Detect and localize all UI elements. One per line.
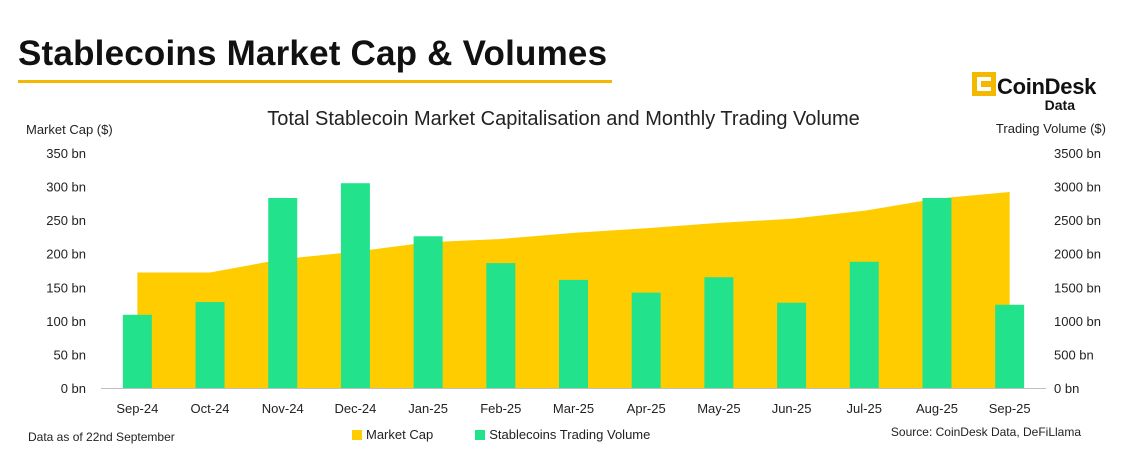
x-tick-label: Dec-24 — [334, 401, 376, 416]
x-tick-label: Jun-25 — [772, 401, 812, 416]
y-right-tick-label: 1500 bn — [1054, 280, 1101, 295]
x-tick-label: Sep-24 — [116, 401, 158, 416]
trading-volume-bar — [995, 304, 1025, 388]
x-tick-label: Feb-25 — [480, 401, 521, 416]
x-tick-label: Oct-24 — [191, 401, 230, 416]
trading-volume-bar — [559, 279, 588, 388]
trading-volume-bar — [340, 183, 370, 388]
y-axis-left-label: Market Cap ($) — [26, 122, 113, 137]
trading-volume-bar — [486, 263, 516, 388]
x-tick-label: Nov-24 — [262, 401, 304, 416]
y-right-tick-label: 2000 bn — [1054, 247, 1101, 262]
source-note: Source: CoinDesk Data, DeFiLlama — [890, 425, 1081, 439]
trading-volume-bar — [268, 197, 298, 388]
legend-swatch-trading-volume — [475, 429, 486, 440]
y-left-tick-label: 200 bn — [46, 247, 86, 262]
trading-volume-bar — [777, 302, 807, 388]
trading-volume-bar — [195, 302, 225, 388]
brand-sub: Data — [1044, 97, 1075, 113]
legend-swatch-market-cap — [352, 429, 362, 440]
trading-volume-bar — [413, 236, 443, 388]
y-right-tick-label: 3000 bn — [1054, 180, 1101, 195]
page-title: Stablecoins Market Cap & Volumes — [18, 34, 608, 73]
trading-volume-bar — [849, 261, 879, 388]
x-tick-label: Sep-25 — [989, 401, 1031, 416]
legend-item-trading-volume: Stablecoins Trading Volume — [475, 427, 650, 442]
y-left-tick-label: 300 bn — [46, 180, 86, 195]
title-underline — [18, 80, 612, 83]
trading-volume-bar — [631, 292, 661, 388]
brand-name: CoinDesk — [997, 74, 1097, 99]
x-tick-label: Aug-25 — [916, 401, 958, 416]
y-left-tick-label: 150 bn — [46, 280, 86, 295]
x-tick-label: May-25 — [697, 401, 740, 416]
y-right-tick-label: 2500 bn — [1054, 213, 1101, 228]
x-tick-label: Apr-25 — [627, 401, 666, 416]
trading-volume-bar — [122, 314, 152, 388]
x-tick-label: Jan-25 — [408, 401, 448, 416]
legend-item-market-cap: Market Cap — [352, 427, 433, 442]
y-left-tick-label: 350 bn — [46, 146, 86, 161]
brand-logo: CoinDesk Data — [972, 72, 1102, 113]
x-tick-label: Jul-25 — [847, 401, 882, 416]
x-tick-label: Mar-25 — [553, 401, 594, 416]
coindesk-logo-icon — [972, 72, 996, 96]
legend: Market Cap Stablecoins Trading Volume — [352, 427, 692, 442]
y-right-tick-label: 500 bn — [1054, 347, 1094, 362]
y-left-tick-label: 50 bn — [53, 347, 86, 362]
y-left-tick-label: 250 bn — [46, 213, 86, 228]
y-right-tick-label: 1000 bn — [1054, 314, 1101, 329]
legend-label-trading-volume: Stablecoins Trading Volume — [489, 427, 651, 442]
legend-label-market-cap: Market Cap — [366, 427, 434, 442]
y-right-tick-label: 3500 bn — [1054, 146, 1101, 161]
trading-volume-bar — [704, 277, 734, 388]
y-right-tick-label: 0 bn — [1054, 381, 1079, 396]
y-left-tick-label: 100 bn — [46, 314, 86, 329]
chart-title: Total Stablecoin Market Capitalisation a… — [267, 108, 860, 130]
trading-volume-bar — [922, 197, 952, 388]
y-left-tick-label: 0 bn — [61, 381, 86, 396]
y-axis-right-label: Trading Volume ($) — [995, 121, 1106, 136]
data-date-note: Data as of 22nd September — [28, 430, 175, 444]
